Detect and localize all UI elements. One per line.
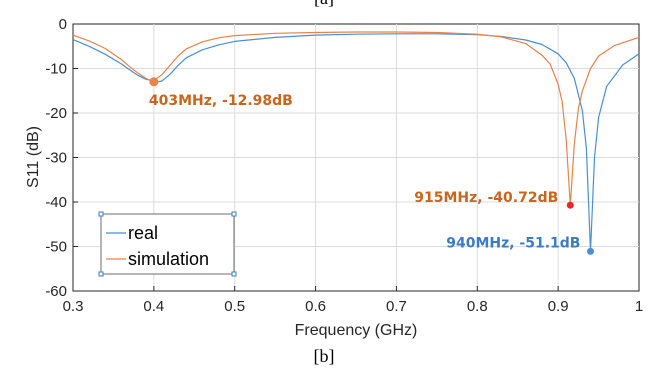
y-tick-label: 0 (59, 16, 67, 33)
legend-box (100, 213, 235, 275)
series-line-real (72, 33, 640, 252)
legend[interactable]: real simulation (98, 211, 237, 277)
series-line-simulation (72, 31, 640, 206)
x-tick-label: 0.6 (305, 298, 326, 315)
data-marker (149, 77, 159, 87)
marker-label: 940MHz, -51.1dB (446, 235, 580, 251)
legend-resize-handle[interactable] (98, 211, 104, 217)
x-tick-label: 0.3 (63, 298, 84, 315)
legend-resize-handle[interactable] (231, 271, 237, 277)
legend-resize-handle[interactable] (231, 211, 237, 217)
x-axis-label: Frequency (GHz) (295, 322, 418, 339)
bottom-caption: [b] (314, 346, 335, 366)
x-tick-label: 0.9 (548, 298, 569, 315)
y-ticks: 0 -10 -20 -30 -40 -50 -60 (45, 16, 78, 300)
top-caption: [a] (314, 0, 334, 8)
legend-entry-label: simulation (128, 249, 209, 269)
marker-label: 915MHz, -40.72dB (414, 190, 558, 206)
y-tick-label: -50 (45, 239, 67, 256)
data-marker (566, 201, 574, 209)
legend-entry-label: real (128, 223, 158, 243)
y-axis-label: S11 (dB) (25, 126, 42, 188)
x-tick-label: 1 (635, 298, 643, 315)
x-tick-label: 0.7 (386, 298, 407, 315)
y-tick-label: -60 (45, 283, 67, 300)
marker-layer: 403MHz, -12.98dB 915MHz, -40.72dB 940MHz, … (149, 77, 594, 255)
y-tick-label: -30 (45, 150, 67, 167)
marker-label: 403MHz, -12.98dB (149, 93, 293, 109)
x-ticks: 0.3 0.4 0.5 0.6 0.7 0.8 0.9 1 (63, 286, 643, 315)
data-marker (586, 247, 594, 255)
series-layer (72, 31, 640, 252)
y-tick-label: -20 (45, 105, 67, 122)
x-tick-label: 0.5 (224, 298, 245, 315)
y-tick-label: -40 (45, 194, 67, 211)
legend-resize-handle[interactable] (98, 271, 104, 277)
x-tick-label: 0.4 (143, 298, 164, 315)
y-tick-label: -10 (45, 61, 67, 78)
x-tick-label: 0.8 (467, 298, 488, 315)
